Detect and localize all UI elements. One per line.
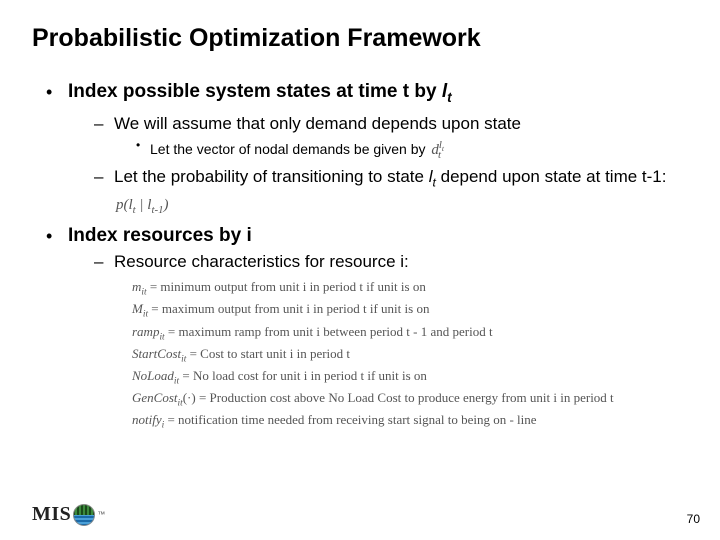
math-d-vector: dltt xyxy=(429,142,443,158)
logo-mark-icon xyxy=(73,504,95,526)
bullet-3a: Let the vector of nodal demands be given… xyxy=(134,136,688,164)
bullet-2b: Let the probability of transitioning to … xyxy=(92,166,688,221)
definition-row: Mit = maximum output from unit i in peri… xyxy=(132,300,688,322)
definition-symbol: m xyxy=(132,279,141,294)
math-transition-prob: p(lt | lt-1) xyxy=(114,197,170,213)
definition-symbol: ramp xyxy=(132,324,159,339)
bullet-2b-text: Let the probability of transitioning to … xyxy=(114,167,667,213)
bullet-3a-prefix: Let the vector of nodal demands be given… xyxy=(150,141,429,157)
definition-symbol: StartCost xyxy=(132,346,181,361)
definition-row: NoLoadit = No load cost for unit i in pe… xyxy=(132,367,688,389)
definition-symbol: NoLoad xyxy=(132,368,174,383)
bullet-1a-prefix: Index possible system states at time t b… xyxy=(68,81,442,102)
definition-text: = Cost to start unit i in period t xyxy=(186,346,350,361)
bullet-2b-part2: depend upon state at time t-1: xyxy=(436,167,667,186)
bullet-2c-text: Resource characteristics for resource i: xyxy=(114,252,409,271)
bullet-1a: Index possible system states at time t b… xyxy=(40,81,688,221)
math-d-sub: t xyxy=(438,149,441,161)
math-d-sup-t: t xyxy=(442,144,444,153)
definition-text: = minimum output from unit i in period t… xyxy=(147,279,426,294)
definition-symbol: GenCost xyxy=(132,390,178,405)
definition-row: mit = minimum output from unit i in peri… xyxy=(132,278,688,300)
bullet-list-3a: Let the vector of nodal demands be given… xyxy=(134,136,688,164)
definition-text: = maximum ramp from unit i between perio… xyxy=(165,324,493,339)
slide-title: Probabilistic Optimization Framework xyxy=(32,24,688,53)
page-number: 70 xyxy=(687,512,700,526)
bullet-2a: We will assume that only demand depends … xyxy=(92,113,688,164)
definition-symbol: notify xyxy=(132,412,162,427)
definition-text: = No load cost for unit i in period t if… xyxy=(179,368,427,383)
bullet-2b-part1: Let the probability of transitioning to … xyxy=(114,167,429,186)
bullet-3a-text: Let the vector of nodal demands be given… xyxy=(150,141,443,157)
definition-tail: (·) xyxy=(183,390,196,405)
bullet-1a-text: Index possible system states at time t b… xyxy=(68,81,452,102)
logo-trademark: ™ xyxy=(97,510,105,519)
logo: MIS ™ xyxy=(32,503,105,526)
definition-text: = notification time needed from receivin… xyxy=(164,412,536,427)
definitions-block: mit = minimum output from unit i in peri… xyxy=(132,278,688,433)
bullet-2a-text: We will assume that only demand depends … xyxy=(114,114,521,133)
bullet-list-1: Index possible system states at time t b… xyxy=(40,81,688,272)
definition-text: = Production cost above No Load Cost to … xyxy=(196,390,614,405)
bullet-1b: Index resources by i Resource characteri… xyxy=(40,225,688,272)
bullet-1b-text: Index resources by i xyxy=(68,225,252,246)
logo-text: MIS xyxy=(32,503,71,526)
bullet-2c: Resource characteristics for resource i: xyxy=(92,251,688,272)
bullet-list-2a: We will assume that only demand depends … xyxy=(92,113,688,221)
definition-symbol: M xyxy=(132,301,143,316)
definition-text: = maximum output from unit i in period t… xyxy=(148,301,429,316)
definition-row: GenCostit(·) = Production cost above No … xyxy=(132,389,688,411)
definition-row: notifyi = notification time needed from … xyxy=(132,411,688,433)
bullet-list-2b: Resource characteristics for resource i: xyxy=(92,251,688,272)
definition-row: rampit = maximum ramp from unit i betwee… xyxy=(132,323,688,345)
definition-row: StartCostit = Cost to start unit i in pe… xyxy=(132,345,688,367)
bullet-1a-subscript: t xyxy=(447,90,452,105)
slide: Probabilistic Optimization Framework Ind… xyxy=(0,0,720,540)
